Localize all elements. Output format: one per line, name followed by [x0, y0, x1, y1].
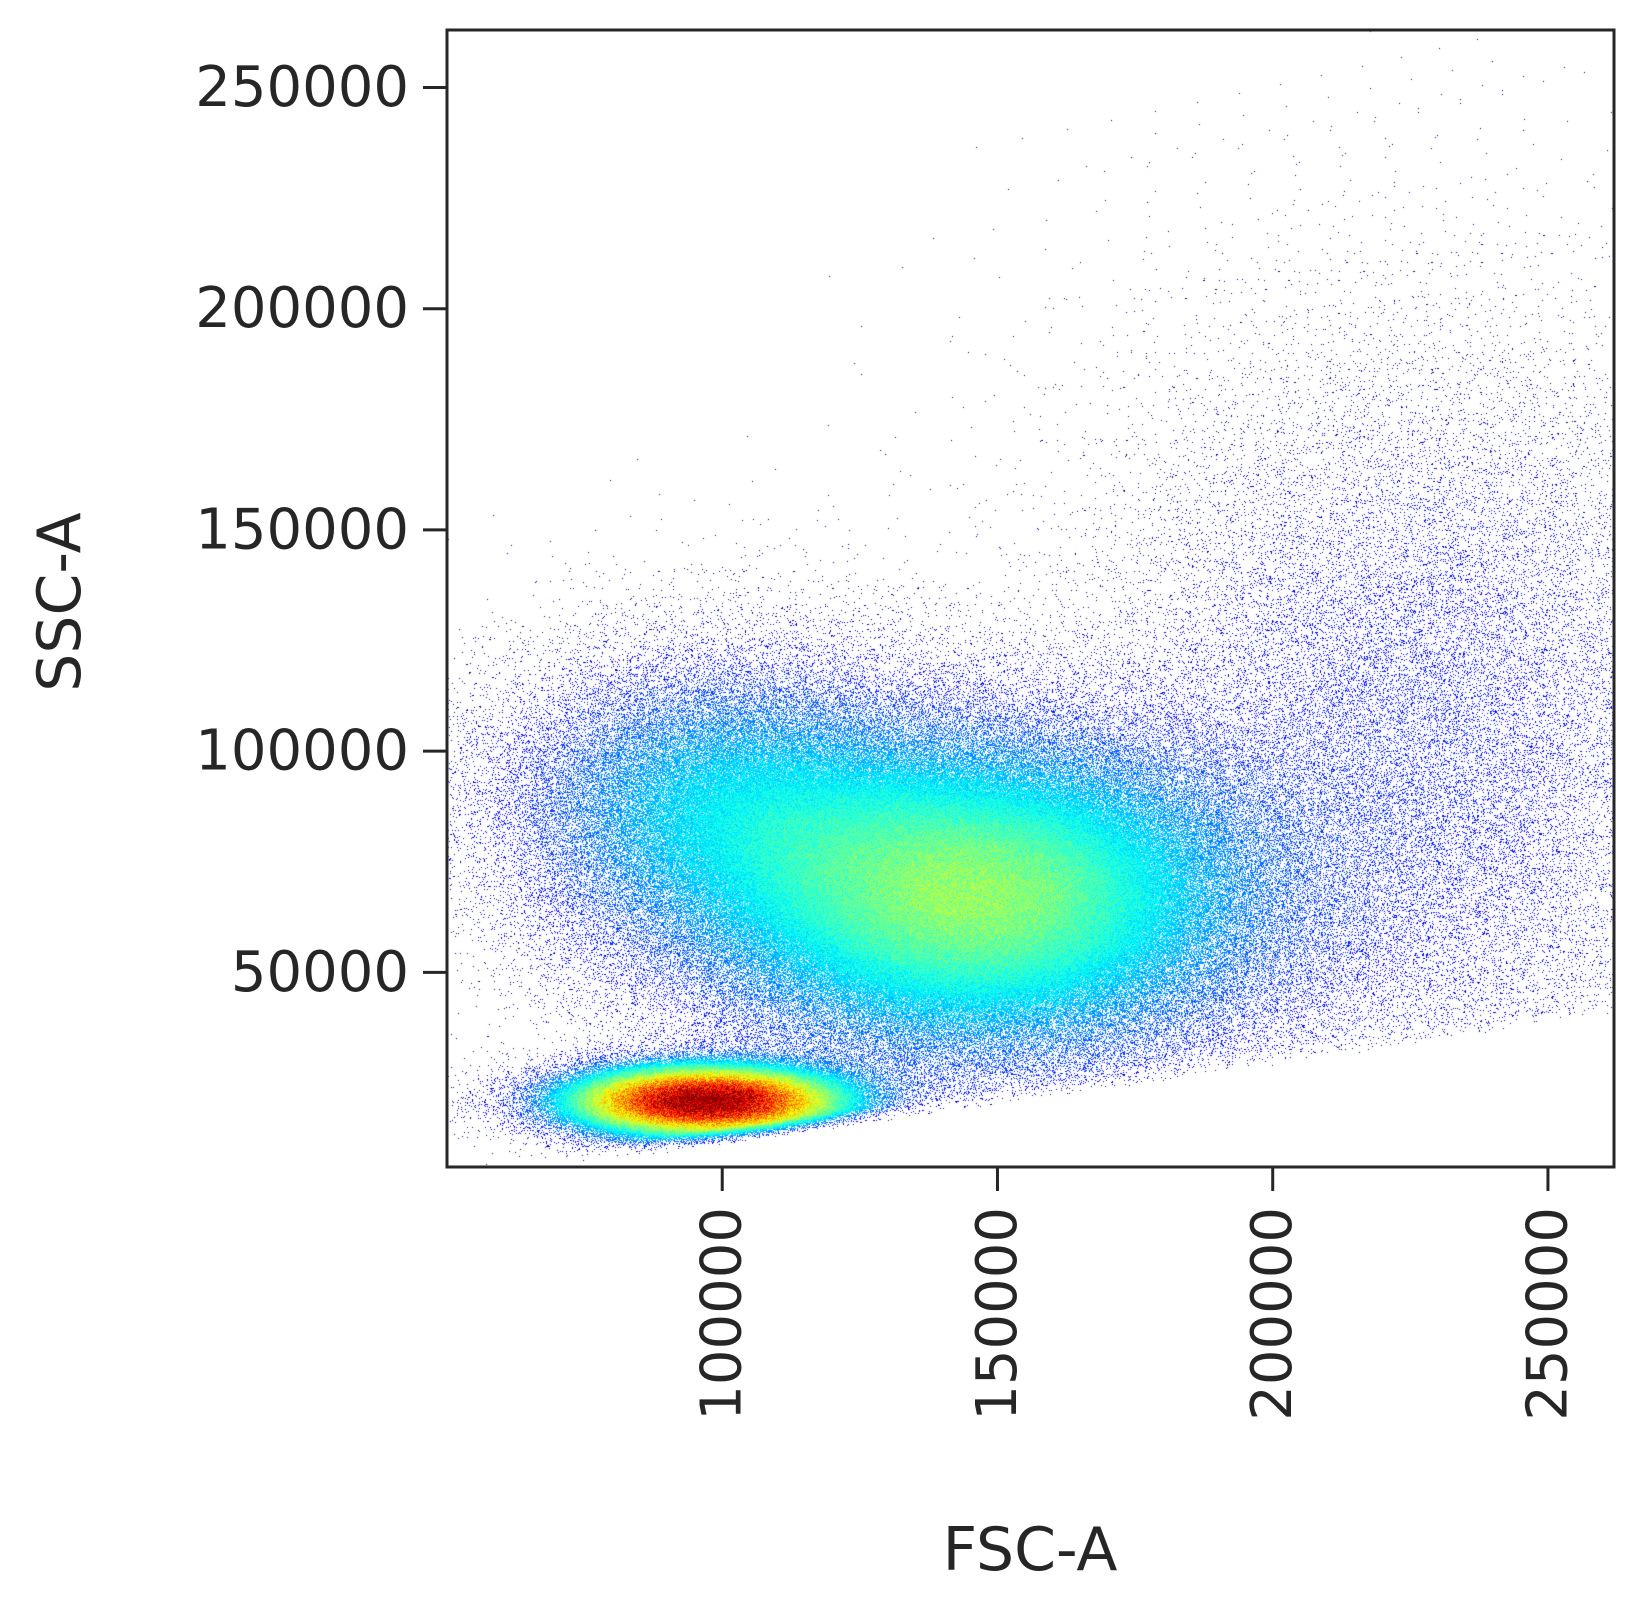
y-tick-label: 250000 [195, 55, 409, 120]
y-tick-label: 200000 [195, 276, 409, 341]
x-tick-label: 250000 [1515, 1207, 1580, 1421]
x-tick-label: 200000 [1240, 1207, 1305, 1421]
x-tick-label: 100000 [690, 1207, 755, 1421]
x-tick-label: 150000 [965, 1207, 1030, 1421]
y-tick-label: 50000 [231, 940, 409, 1005]
x-axis-ticks: 100000 150000 200000 250000 [690, 1167, 1580, 1421]
x-axis-label: FSC-A [943, 1515, 1118, 1585]
y-tick-label: 100000 [195, 719, 409, 784]
y-axis-ticks: 50000 100000 150000 200000 250000 [195, 55, 447, 1005]
y-axis-label: SSC-A [25, 512, 95, 691]
y-tick-label: 150000 [195, 497, 409, 562]
plot-frame [445, 28, 1616, 1169]
density-plot [447, 30, 1614, 1167]
